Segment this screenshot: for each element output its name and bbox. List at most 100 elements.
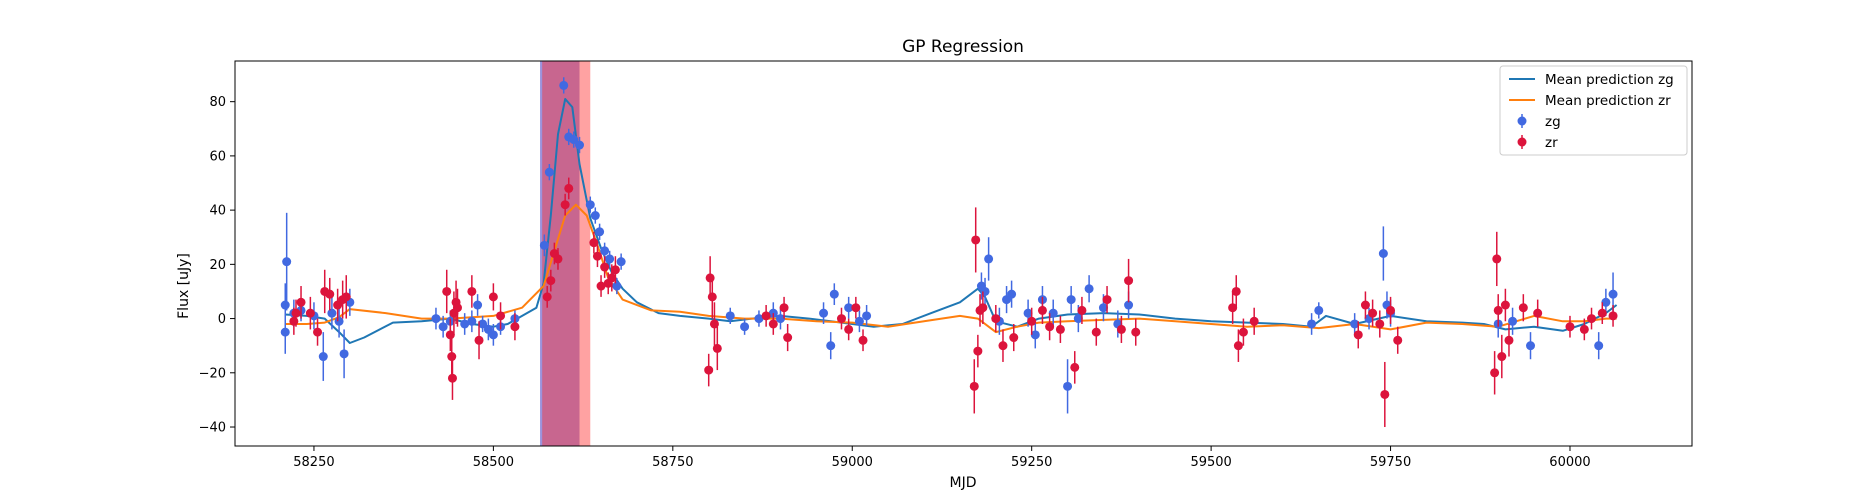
plot-area: 58250 58500 58750 59000 59250 59500 59750 60000… bbox=[199, 60, 1693, 470]
zg-point-1 bbox=[280, 300, 290, 310]
y-tick-label-40: 40 bbox=[209, 204, 226, 219]
zg-point-42 bbox=[829, 289, 839, 299]
zr-point-52 bbox=[978, 303, 988, 313]
zg-point-15 bbox=[467, 316, 477, 326]
zr-point-50 bbox=[973, 346, 983, 356]
zg-point-0 bbox=[280, 327, 290, 337]
zg-point-34 bbox=[616, 257, 626, 267]
y-tick-label-60: 60 bbox=[209, 149, 226, 164]
zr-point-69 bbox=[1233, 341, 1243, 351]
y-tick-label--20: −20 bbox=[199, 366, 226, 381]
zg-point-7 bbox=[327, 308, 337, 318]
zg-point-23 bbox=[544, 167, 554, 177]
zr-point-87 bbox=[1565, 322, 1575, 332]
zg-point-47 bbox=[980, 286, 990, 296]
zr-point-73 bbox=[1360, 300, 1370, 310]
zg-point-32 bbox=[605, 254, 615, 264]
x-tick-label-59750: 59750 bbox=[1370, 455, 1411, 470]
legend-marker-swatch-3 bbox=[1517, 137, 1527, 147]
zr-point-89 bbox=[1587, 314, 1597, 324]
zr-point-61 bbox=[1077, 305, 1087, 315]
zr-point-63 bbox=[1102, 295, 1112, 305]
zg-point-14 bbox=[460, 319, 470, 329]
zr-point-48 bbox=[969, 381, 979, 391]
chart-title: GP Regression bbox=[902, 37, 1024, 57]
zr-point-2 bbox=[296, 297, 306, 307]
zr-point-35 bbox=[704, 365, 714, 375]
zg-point-30 bbox=[595, 227, 605, 237]
zr-point-84 bbox=[1504, 335, 1514, 345]
zr-point-62 bbox=[1091, 327, 1101, 337]
zr-point-26 bbox=[560, 200, 570, 210]
zg-point-65 bbox=[1350, 319, 1360, 329]
zr-point-54 bbox=[998, 341, 1008, 351]
zr-point-53 bbox=[991, 314, 1001, 324]
zr-point-91 bbox=[1608, 311, 1618, 321]
zr-point-11 bbox=[445, 330, 455, 340]
zr-point-1 bbox=[291, 308, 301, 318]
zr-point-49 bbox=[971, 235, 981, 245]
zr-point-56 bbox=[1027, 316, 1037, 326]
zg-point-28 bbox=[585, 200, 595, 210]
zr-point-10 bbox=[442, 286, 452, 296]
zg-point-29 bbox=[590, 211, 600, 221]
y-tick-label--40: −40 bbox=[199, 421, 226, 436]
zr-point-59 bbox=[1055, 324, 1065, 334]
zr-point-22 bbox=[542, 292, 552, 302]
zg-point-17 bbox=[478, 319, 488, 329]
zr-point-41 bbox=[768, 319, 778, 329]
zg-point-22 bbox=[539, 240, 549, 250]
zg-point-11 bbox=[431, 314, 441, 324]
zr-point-85 bbox=[1518, 303, 1528, 313]
zg-point-75 bbox=[1608, 289, 1618, 299]
zr-point-27 bbox=[564, 183, 574, 193]
zg-point-33 bbox=[612, 281, 622, 291]
x-tick-label-58250: 58250 bbox=[293, 455, 334, 470]
zg-point-51 bbox=[1007, 289, 1017, 299]
zr-point-30 bbox=[596, 281, 606, 291]
zg-point-40 bbox=[819, 308, 829, 318]
zg-point-27 bbox=[575, 140, 585, 150]
zg-point-67 bbox=[1378, 249, 1388, 258]
zg-point-43 bbox=[844, 303, 854, 313]
zr-point-68 bbox=[1231, 286, 1241, 296]
zr-point-3 bbox=[305, 308, 315, 318]
y-tick-label-0: 0 bbox=[218, 312, 226, 327]
zr-point-45 bbox=[844, 324, 854, 334]
zr-point-4 bbox=[313, 327, 323, 337]
zg-point-64 bbox=[1314, 305, 1324, 315]
zr-point-36 bbox=[705, 273, 715, 283]
zr-point-28 bbox=[589, 238, 599, 248]
zr-point-58 bbox=[1045, 322, 1055, 332]
legend-marker-swatch-2 bbox=[1517, 116, 1527, 126]
x-tick-label-59500: 59500 bbox=[1190, 455, 1231, 470]
zr-point-21 bbox=[510, 322, 520, 332]
zg-point-8 bbox=[334, 316, 344, 326]
zg-point-58 bbox=[1073, 314, 1083, 324]
zr-point-29 bbox=[592, 251, 602, 261]
zr-point-20 bbox=[496, 311, 506, 321]
zr-point-77 bbox=[1386, 305, 1396, 315]
legend: Mean prediction zg Mean prediction zr zg zr bbox=[1499, 65, 1688, 156]
zr-point-55 bbox=[1009, 333, 1019, 343]
x-tick-label-59000: 59000 bbox=[832, 455, 873, 470]
zr-point-0 bbox=[289, 316, 299, 326]
zr-point-6 bbox=[325, 289, 335, 299]
shaded-region-2 bbox=[542, 61, 591, 446]
zr-point-40 bbox=[761, 311, 771, 321]
zr-point-76 bbox=[1380, 389, 1390, 399]
zg-point-52 bbox=[1023, 308, 1033, 318]
zr-point-19 bbox=[488, 292, 498, 302]
zr-point-65 bbox=[1124, 276, 1134, 286]
zr-point-25 bbox=[553, 254, 563, 264]
zr-point-44 bbox=[836, 314, 846, 324]
zg-point-6 bbox=[318, 352, 328, 362]
zg-point-41 bbox=[826, 341, 836, 351]
zg-point-74 bbox=[1601, 297, 1611, 307]
zr-point-17 bbox=[467, 286, 477, 296]
zg-point-26 bbox=[569, 135, 579, 145]
zr-point-83 bbox=[1500, 300, 1510, 310]
series-layer bbox=[280, 77, 1618, 428]
zr-point-18 bbox=[474, 335, 484, 345]
